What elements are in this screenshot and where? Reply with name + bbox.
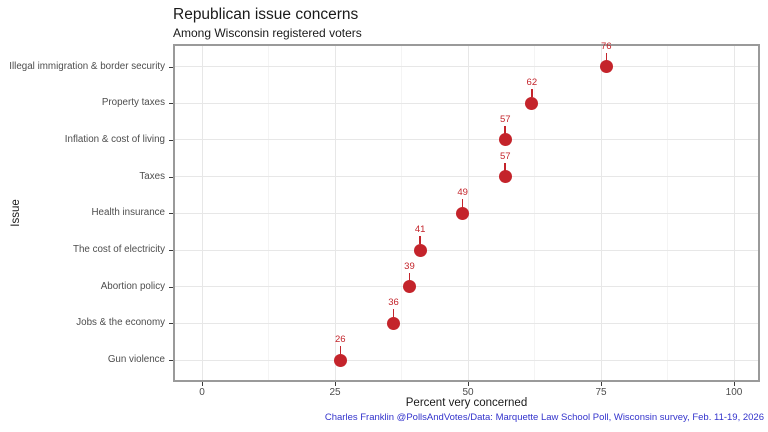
point-label-stem <box>408 272 411 281</box>
point-label-stem <box>392 309 395 318</box>
x-axis-tick <box>201 382 203 386</box>
x-axis-tick <box>600 382 602 386</box>
major-gridline-horizontal <box>175 359 758 361</box>
major-gridline-horizontal <box>175 176 758 178</box>
y-axis-tick <box>169 103 173 105</box>
data-point <box>498 170 512 184</box>
y-axis-label: Abortion policy <box>100 280 165 292</box>
x-axis-tick-label: 25 <box>329 387 341 398</box>
y-axis-tick <box>169 139 173 141</box>
y-axis-tick <box>169 213 173 215</box>
point-value-label: 57 <box>499 113 511 125</box>
point-label-stem <box>461 199 464 208</box>
major-gridline-horizontal <box>175 322 758 324</box>
x-axis-title: Percent very concerned <box>405 397 528 409</box>
point-value-label: 49 <box>457 187 468 199</box>
x-axis-tick <box>467 382 469 386</box>
x-axis-tick-label: 75 <box>595 387 607 398</box>
point-value-label: 39 <box>404 260 415 272</box>
y-axis-tick <box>169 176 173 178</box>
point-value-label: 62 <box>526 77 538 89</box>
data-point <box>525 96 539 110</box>
chart-caption: Charles Franklin @PollsAndVotes/Data: Ma… <box>324 412 764 423</box>
data-point <box>387 316 401 330</box>
point-label-stem <box>504 162 506 171</box>
chart-subtitle: Among Wisconsin registered voters <box>173 26 362 40</box>
y-axis-tick <box>169 286 173 288</box>
data-point <box>498 133 512 147</box>
y-axis-label: Jobs & the economy <box>76 317 165 329</box>
x-axis-tick-label: 0 <box>199 387 205 398</box>
data-point <box>333 353 347 367</box>
point-label-stem <box>605 52 608 61</box>
major-gridline-horizontal <box>175 102 758 104</box>
y-axis-tick <box>169 360 173 362</box>
data-point <box>402 280 416 294</box>
point-label-stem <box>531 89 533 98</box>
x-axis-tick-label: 100 <box>725 387 743 398</box>
y-axis-label: Taxes <box>139 170 165 182</box>
point-value-label: 76 <box>601 40 612 52</box>
point-value-label: 26 <box>335 334 346 346</box>
y-axis-label: The cost of electricity <box>72 244 165 255</box>
point-value-label: 41 <box>414 224 426 235</box>
point-label-stem <box>419 236 421 244</box>
plot-panel <box>173 44 760 382</box>
y-axis-label: Inflation & cost of living <box>64 133 165 145</box>
y-axis-label: Property taxes <box>101 97 165 109</box>
chart-title: Republican issue concerns <box>173 6 359 23</box>
major-gridline-horizontal <box>175 139 758 141</box>
x-axis-tick <box>334 382 336 386</box>
data-point <box>599 60 613 73</box>
major-gridline-horizontal <box>175 249 758 251</box>
y-axis-tick <box>169 323 173 325</box>
data-point <box>456 206 470 220</box>
y-axis-label: Gun violence <box>107 354 165 366</box>
point-value-label: 36 <box>388 297 399 309</box>
x-axis-tick-label: 50 <box>462 387 474 398</box>
major-gridline-horizontal <box>175 66 758 67</box>
point-label-stem <box>504 125 506 134</box>
data-point <box>413 243 427 257</box>
y-axis-tick <box>169 250 173 251</box>
major-gridline-horizontal <box>175 286 758 288</box>
y-axis-tick <box>169 66 173 68</box>
x-axis-tick <box>733 382 735 386</box>
y-axis-label: Health insurance <box>91 207 165 219</box>
y-axis-label: Illegal immigration & border security <box>9 60 165 72</box>
point-value-label: 57 <box>499 150 511 162</box>
point-label-stem <box>339 346 342 355</box>
